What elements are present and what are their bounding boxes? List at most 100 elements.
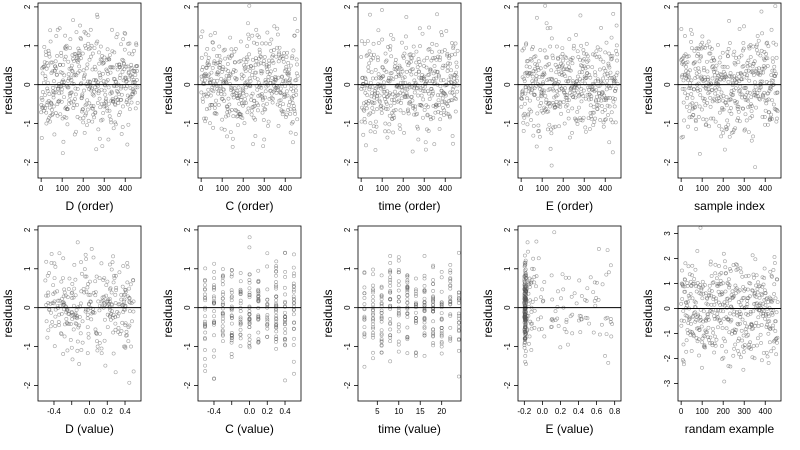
data-point: [89, 43, 94, 48]
data-point: [250, 91, 255, 96]
data-point: [379, 319, 384, 324]
data-point: [725, 50, 730, 54]
data-point: [59, 311, 64, 316]
data-point: [596, 103, 601, 108]
data-point: [291, 289, 296, 294]
data-point: [376, 58, 380, 63]
data-point: [575, 122, 580, 126]
data-point: [121, 264, 126, 268]
data-point: [745, 73, 750, 78]
data-point: [519, 92, 524, 97]
data-point: [265, 101, 269, 106]
data-point: [756, 315, 761, 320]
data-point: [523, 260, 528, 265]
data-point: [448, 90, 453, 95]
data-point: [219, 126, 224, 131]
x-tick-label: -0.4: [207, 407, 221, 416]
data-point: [211, 354, 216, 359]
data-point: [133, 73, 138, 77]
data-point: [256, 294, 261, 298]
data-point: [111, 65, 116, 70]
data-point: [63, 45, 68, 49]
data-point: [247, 325, 252, 330]
data-point: [722, 379, 727, 384]
data-point: [422, 324, 427, 329]
y-axis-title: residuals: [161, 289, 175, 337]
data-point: [227, 102, 232, 107]
data-point: [560, 46, 565, 51]
data-point: [398, 91, 402, 96]
data-point: [81, 68, 86, 73]
data-point: [556, 289, 560, 294]
data-point: [736, 116, 741, 121]
data-point: [594, 88, 599, 93]
data-point: [764, 41, 769, 46]
data-point: [371, 302, 375, 307]
data-point: [729, 111, 734, 116]
data-point: [456, 316, 461, 321]
x-tick-label: 100: [55, 184, 69, 193]
data-point: [697, 353, 701, 358]
data-point: [456, 250, 461, 255]
data-point: [291, 48, 296, 53]
data-point: [229, 321, 234, 326]
data-point: [44, 121, 49, 126]
data-point: [723, 339, 727, 344]
data-point: [569, 57, 574, 62]
data-point: [119, 132, 124, 136]
data-point: [613, 120, 618, 125]
data-point: [739, 77, 744, 82]
data-point: [289, 83, 294, 88]
data-point: [726, 364, 731, 368]
data-point: [201, 92, 206, 97]
data-point: [762, 90, 767, 95]
data-point: [291, 294, 296, 299]
data-point: [81, 107, 85, 112]
data-point: [371, 288, 375, 293]
data-point: [605, 248, 610, 253]
data-point: [717, 292, 722, 297]
data-point: [388, 290, 393, 295]
data-point: [283, 320, 287, 324]
data-point: [708, 95, 713, 100]
data-point: [741, 41, 746, 45]
data-point: [539, 315, 543, 320]
data-point: [704, 43, 709, 48]
data-point: [51, 104, 56, 109]
data-point: [680, 268, 684, 273]
data-point: [448, 276, 453, 281]
data-point: [448, 312, 453, 317]
data-point: [571, 46, 576, 51]
data-point: [388, 47, 393, 52]
data-point: [117, 65, 122, 70]
data-point: [379, 273, 384, 278]
data-point: [47, 271, 52, 275]
data-point: [68, 37, 73, 42]
data-point: [263, 89, 268, 94]
data-point: [701, 309, 706, 314]
data-point: [260, 41, 265, 46]
data-point: [710, 88, 715, 93]
data-point: [89, 88, 94, 93]
data-point: [565, 93, 569, 98]
data-point: [744, 85, 748, 90]
data-point: [291, 343, 296, 347]
data-point: [414, 302, 418, 307]
data-point: [537, 129, 541, 133]
data-point: [274, 54, 279, 59]
data-point: [381, 89, 386, 94]
data-point: [431, 278, 436, 282]
data-point: [107, 114, 112, 119]
data-point: [724, 103, 729, 108]
data-point: [376, 72, 381, 77]
data-point: [692, 105, 697, 110]
data-point: [681, 362, 686, 367]
data-point: [722, 303, 727, 308]
data-point: [597, 94, 602, 99]
data-point: [410, 56, 414, 61]
y-axis-title: residuals: [641, 66, 655, 114]
x-tick-label: 100: [695, 184, 709, 193]
data-point: [454, 97, 458, 101]
data-point: [256, 299, 261, 304]
data-point: [452, 76, 456, 81]
